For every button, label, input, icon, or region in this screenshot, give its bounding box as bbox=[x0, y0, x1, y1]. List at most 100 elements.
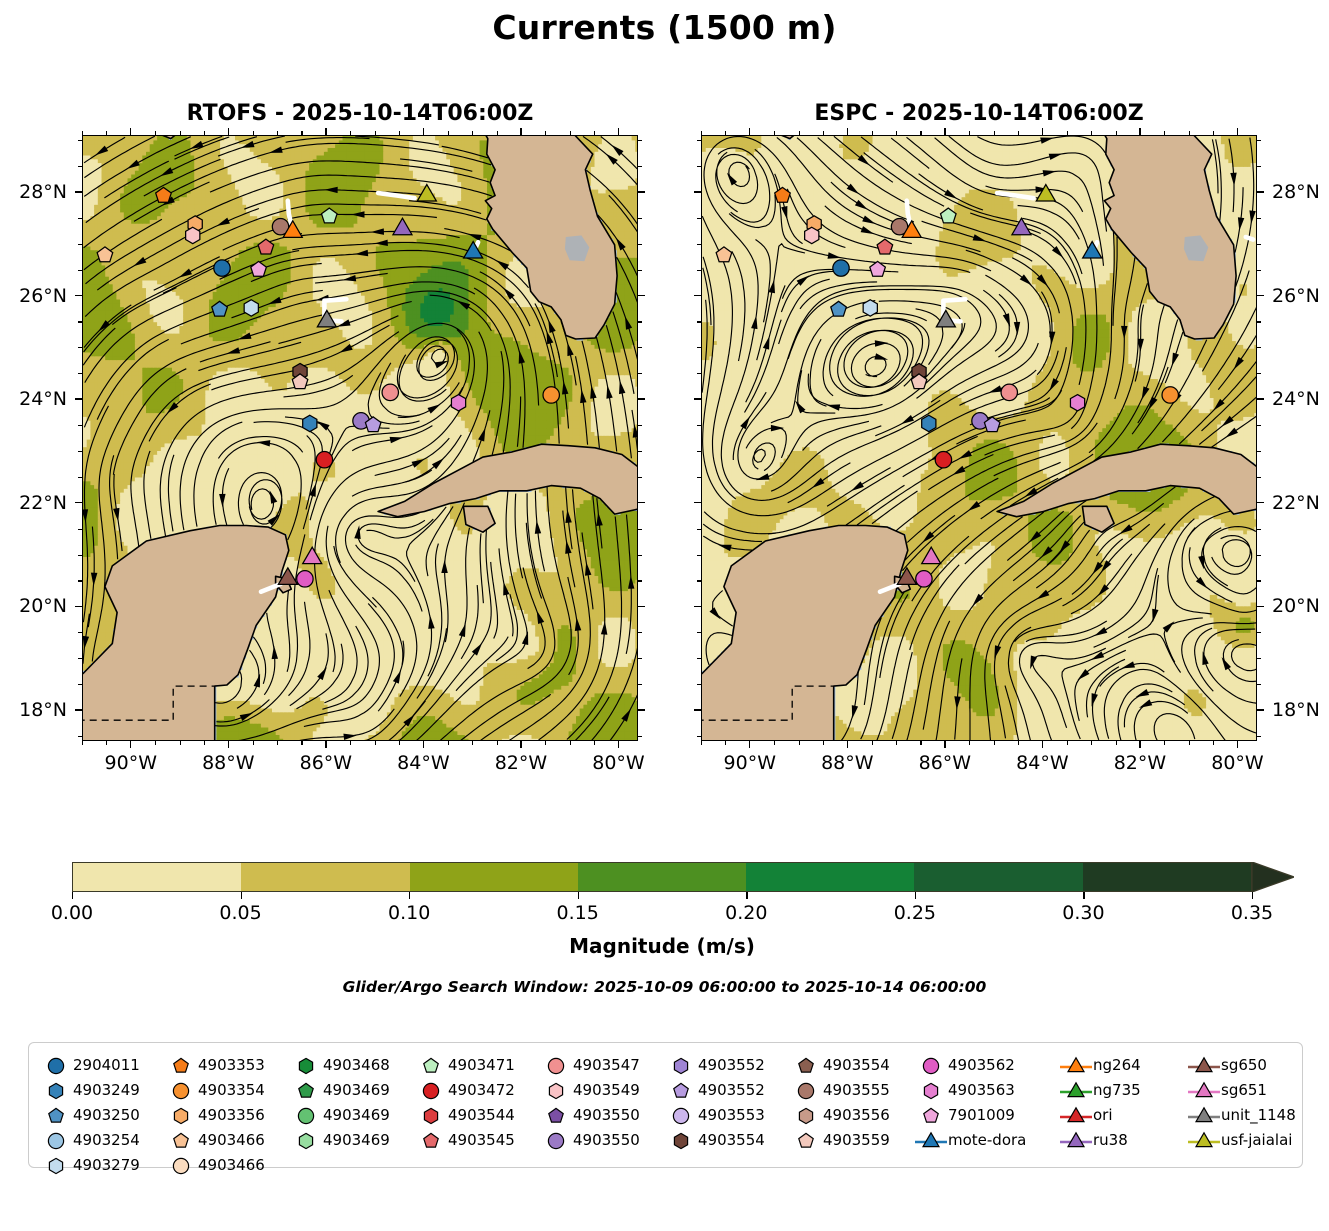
y-minor-tick bbox=[1257, 580, 1261, 581]
y-minor-tick bbox=[78, 425, 82, 426]
legend-item[interactable]: 4903466 bbox=[164, 1153, 265, 1178]
legend-item[interactable]: 4903249 bbox=[39, 1078, 140, 1103]
legend-item[interactable]: usf-jaialai bbox=[1187, 1128, 1296, 1153]
x-tick bbox=[1042, 741, 1043, 748]
x-minor-tick bbox=[896, 741, 897, 745]
legend-label: mote-dora bbox=[948, 1128, 1026, 1153]
x-minor-tick bbox=[896, 131, 897, 135]
legend-item[interactable]: 4903547 bbox=[539, 1053, 640, 1078]
legend-marker-circle-icon bbox=[164, 1078, 198, 1103]
legend-item[interactable]: 4903544 bbox=[414, 1103, 515, 1128]
legend-item[interactable]: 7901009 bbox=[914, 1103, 1026, 1128]
x-minor-tick bbox=[994, 131, 995, 135]
x-minor-tick bbox=[725, 741, 726, 745]
legend-item[interactable]: unit_1148 bbox=[1187, 1103, 1296, 1128]
legend-item[interactable]: 4903554 bbox=[789, 1053, 890, 1078]
legend-item[interactable]: 4903356 bbox=[164, 1103, 265, 1128]
legend-label: 4903549 bbox=[573, 1078, 640, 1103]
y-minor-tick bbox=[1257, 166, 1261, 167]
legend-item[interactable]: 4903469 bbox=[289, 1103, 390, 1128]
colorbar-tick bbox=[409, 892, 410, 899]
legend-label: 4903466 bbox=[198, 1153, 265, 1178]
legend-marker-circle-icon bbox=[539, 1053, 573, 1078]
x-minor-tick bbox=[545, 131, 546, 135]
legend-item[interactable]: 4903559 bbox=[789, 1128, 890, 1153]
legend-marker-circle-icon bbox=[539, 1128, 573, 1153]
legend-item[interactable]: 4903545 bbox=[414, 1128, 515, 1153]
legend-item[interactable]: mote-dora bbox=[914, 1128, 1026, 1153]
legend-item[interactable]: 4903552 bbox=[664, 1053, 765, 1078]
y-minor-tick bbox=[78, 684, 82, 685]
legend-item[interactable]: 4903563 bbox=[914, 1078, 1026, 1103]
legend-item[interactable]: 4903556 bbox=[789, 1103, 890, 1128]
legend-item[interactable]: ori bbox=[1059, 1103, 1141, 1128]
legend-item[interactable]: 2904011 bbox=[39, 1053, 140, 1078]
legend-item[interactable]: 4903353 bbox=[164, 1053, 265, 1078]
map-panel-espc[interactable] bbox=[701, 135, 1257, 741]
x-minor-tick bbox=[497, 131, 498, 135]
legend-item[interactable]: sg650 bbox=[1187, 1053, 1296, 1078]
legend-item[interactable]: 4903469 bbox=[289, 1078, 390, 1103]
y-tick-label-left: 28°N bbox=[19, 181, 67, 203]
y-tick bbox=[1257, 606, 1264, 607]
colorbar-tick-label: 0.10 bbox=[388, 902, 430, 924]
colorbar-gradient bbox=[72, 862, 1252, 892]
legend-marker-hexagon-icon bbox=[539, 1078, 573, 1103]
legend-item[interactable]: 4903468 bbox=[289, 1053, 390, 1078]
legend-item[interactable]: 4903550 bbox=[539, 1128, 640, 1153]
legend-marker-pentagon-icon bbox=[664, 1078, 698, 1103]
colorbar-tick-label: 0.05 bbox=[219, 902, 261, 924]
legend-item[interactable]: 4903553 bbox=[664, 1103, 765, 1128]
colorbar-tick bbox=[72, 892, 73, 899]
legend-marker-triangle-icon bbox=[1059, 1053, 1093, 1078]
y-minor-tick bbox=[78, 477, 82, 478]
legend-item[interactable]: 4903549 bbox=[539, 1078, 640, 1103]
legend-item[interactable]: 4903555 bbox=[789, 1078, 890, 1103]
legend-item[interactable]: 4903466 bbox=[164, 1128, 265, 1153]
legend-label: 4903354 bbox=[198, 1078, 265, 1103]
y-minor-tick bbox=[638, 580, 642, 581]
legend-item[interactable]: sg651 bbox=[1187, 1078, 1296, 1103]
legend-label: 4903544 bbox=[448, 1103, 515, 1128]
y-minor-tick bbox=[638, 140, 642, 141]
legend-item[interactable]: ru38 bbox=[1059, 1128, 1141, 1153]
legend-label: ng264 bbox=[1093, 1053, 1141, 1078]
x-minor-tick bbox=[725, 131, 726, 135]
y-minor-tick bbox=[1257, 632, 1261, 633]
legend-item[interactable]: ng735 bbox=[1059, 1078, 1141, 1103]
x-minor-tick bbox=[472, 131, 473, 135]
marker-4903279 bbox=[244, 300, 258, 316]
map-panel-rtofs[interactable] bbox=[82, 135, 638, 741]
x-tick-label: 82°W bbox=[495, 752, 547, 774]
legend-item[interactable]: 4903554 bbox=[664, 1128, 765, 1153]
legend-item[interactable]: 4903279 bbox=[39, 1153, 140, 1178]
legend-item[interactable]: 4903552 bbox=[664, 1078, 765, 1103]
legend-item[interactable]: 4903550 bbox=[539, 1103, 640, 1128]
legend-label: 4903552 bbox=[698, 1053, 765, 1078]
x-tick-label: 88°W bbox=[202, 752, 254, 774]
legend-item[interactable]: 4903254 bbox=[39, 1128, 140, 1153]
y-minor-tick bbox=[1257, 425, 1261, 426]
legend-item[interactable]: 4903354 bbox=[164, 1078, 265, 1103]
legend-item[interactable]: 4903250 bbox=[39, 1103, 140, 1128]
x-minor-tick bbox=[180, 131, 181, 135]
legend-item[interactable]: ng264 bbox=[1059, 1053, 1141, 1078]
y-tick-label-right: 26°N bbox=[1272, 285, 1320, 307]
x-minor-tick bbox=[1213, 741, 1214, 745]
y-minor-tick bbox=[697, 218, 701, 219]
x-tick bbox=[423, 741, 424, 748]
legend-item[interactable]: 4903469 bbox=[289, 1128, 390, 1153]
x-minor-tick bbox=[1018, 741, 1019, 745]
figure-canvas: Currents (1500 m) RTOFS - 2025-10-14T06:… bbox=[0, 0, 1329, 1231]
legend-item[interactable]: 4903472 bbox=[414, 1078, 515, 1103]
panel-title-espc: ESPC - 2025-10-14T06:00Z bbox=[701, 101, 1257, 126]
x-tick bbox=[423, 128, 424, 135]
colorbar-band-2 bbox=[410, 863, 578, 891]
legend-column-2: 4903468 4903469 4903469 4903469 bbox=[289, 1053, 390, 1153]
x-minor-tick bbox=[82, 131, 83, 135]
legend-item[interactable]: 4903562 bbox=[914, 1053, 1026, 1078]
y-minor-tick bbox=[78, 321, 82, 322]
search-window-caption: Glider/Argo Search Window: 2025-10-09 06… bbox=[0, 978, 1329, 996]
legend-item[interactable]: 4903471 bbox=[414, 1053, 515, 1078]
y-minor-tick bbox=[1257, 373, 1261, 374]
